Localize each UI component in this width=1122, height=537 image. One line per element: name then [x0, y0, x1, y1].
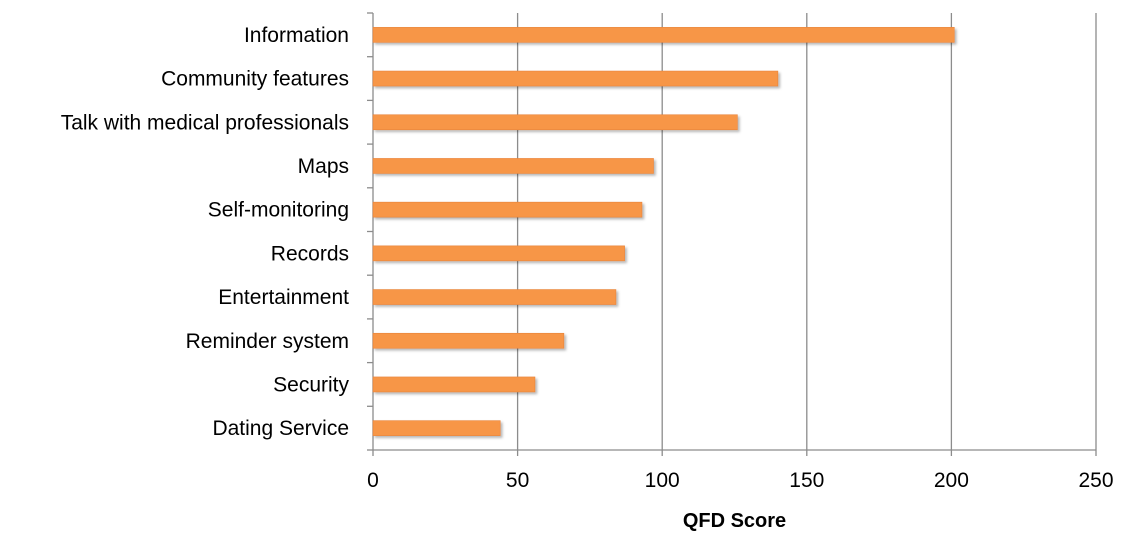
- bar: [372, 289, 617, 305]
- category-label: Information: [244, 24, 349, 47]
- category-label: Maps: [298, 155, 349, 178]
- bar: [372, 376, 536, 393]
- bars: [372, 27, 955, 436]
- bar: [372, 420, 501, 436]
- x-tick-label: 50: [506, 469, 529, 492]
- x-axis-title: QFD Score: [683, 510, 786, 532]
- x-tick-label: 150: [789, 469, 824, 492]
- bar: [372, 332, 565, 349]
- x-tick-labels: 0 50 100 150 200 250: [367, 469, 1113, 492]
- x-tick-label: 100: [645, 469, 680, 492]
- category-label: Security: [273, 373, 349, 396]
- category-label: Dating Service: [212, 417, 349, 440]
- bar: [372, 201, 643, 218]
- x-tick-label: 200: [934, 469, 969, 492]
- bar: [372, 158, 654, 174]
- x-tick-label: 250: [1078, 469, 1113, 492]
- bar: [372, 70, 779, 87]
- category-label: Community features: [161, 68, 349, 91]
- bar: [372, 27, 955, 43]
- bar: [372, 114, 738, 131]
- category-label: Self-monitoring: [208, 199, 349, 222]
- bar: [372, 245, 625, 262]
- category-label: Talk with medical professionals: [61, 111, 349, 134]
- category-label: Records: [271, 242, 349, 265]
- category-label: Entertainment: [218, 286, 349, 309]
- x-tick-label: 0: [367, 469, 379, 492]
- category-label: Reminder system: [186, 330, 349, 353]
- category-labels: Information Community features Talk with m…: [61, 24, 350, 440]
